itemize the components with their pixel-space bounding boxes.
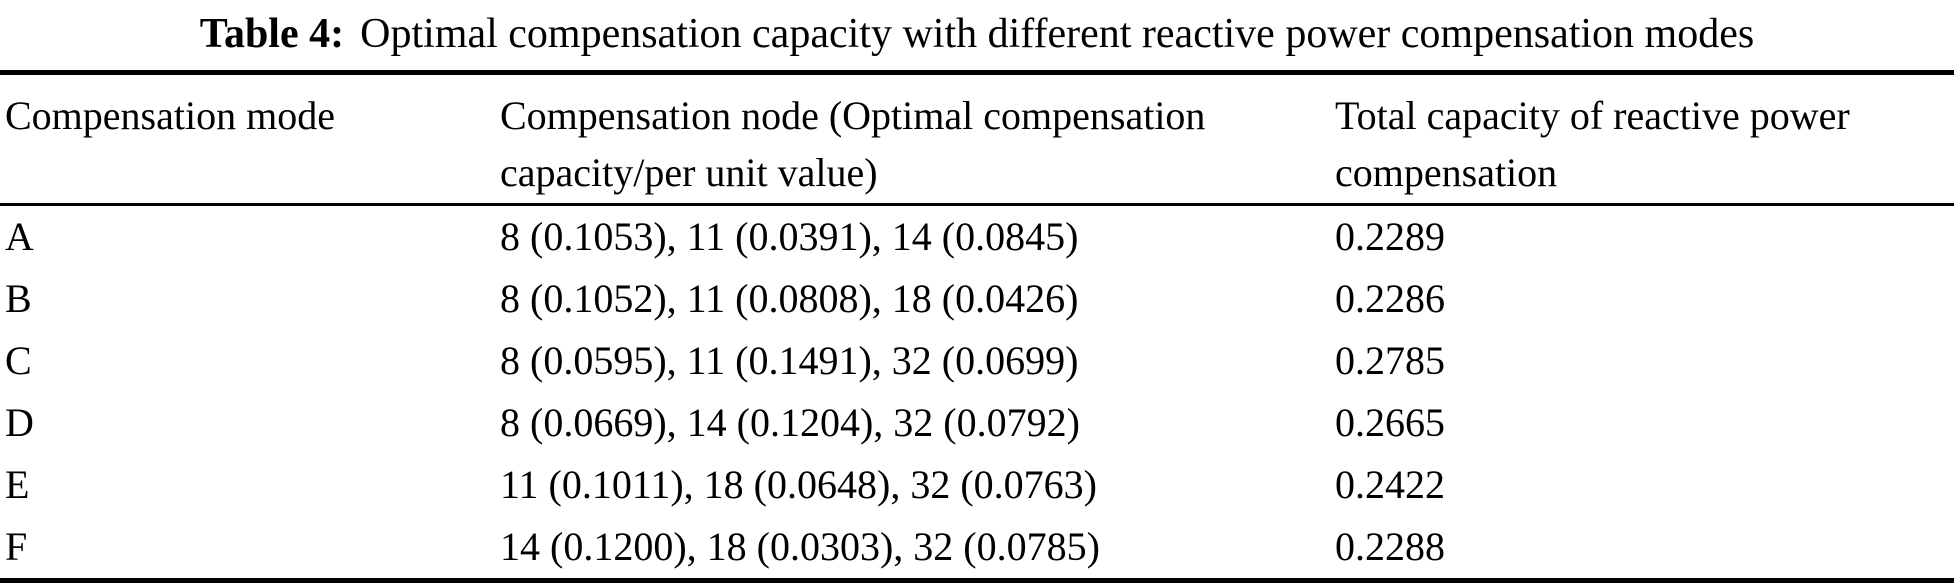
col-header-compensation-mode: Compensation mode: [5, 93, 335, 138]
nodes-cell: 8 (0.0669), 14 (0.1204), 32 (0.0792): [500, 400, 1080, 445]
table-row-b: B 8 (0.1052), 11 (0.0808), 18 (0.0426) 0…: [0, 268, 1954, 330]
nodes-cell: 8 (0.0595), 11 (0.1491), 32 (0.0699): [500, 338, 1079, 383]
table-row-a: A 8 (0.1053), 11 (0.0391), 14 (0.0845) 0…: [0, 205, 1954, 269]
col-header-total-capacity-text: Total capacity of reactive power compens…: [1335, 93, 1850, 195]
table-caption-text: Optimal compensation capacity with diffe…: [360, 11, 1755, 57]
total-cell: 0.2289: [1335, 214, 1445, 259]
mode-cell: C: [5, 338, 32, 383]
mode-cell: A: [5, 214, 34, 259]
table-caption: Table 4: Optimal compensation capacity wi…: [0, 0, 1954, 70]
table-row-e: E 11 (0.1011), 18 (0.0648), 32 (0.0763) …: [0, 454, 1954, 516]
total-cell: 0.2665: [1335, 400, 1445, 445]
table-row-d: D 8 (0.0669), 14 (0.1204), 32 (0.0792) 0…: [0, 392, 1954, 454]
compensation-table: Compensation mode Compensation node (Opt…: [0, 70, 1954, 583]
table-row-c: C 8 (0.0595), 11 (0.1491), 32 (0.0699) 0…: [0, 330, 1954, 392]
mode-cell: F: [5, 524, 28, 569]
nodes-cell: 11 (0.1011), 18 (0.0648), 32 (0.0763): [500, 462, 1097, 507]
mode-cell: B: [5, 276, 32, 321]
col-header-compensation-node: Compensation node (Optimal compensation …: [500, 73, 1335, 205]
col-header-compensation-node-text: Compensation node (Optimal compensation …: [500, 93, 1206, 195]
total-cell: 0.2286: [1335, 276, 1445, 321]
nodes-cell: 8 (0.1053), 11 (0.0391), 14 (0.0845): [500, 214, 1079, 259]
total-cell: 0.2785: [1335, 338, 1445, 383]
total-cell: 0.2422: [1335, 462, 1445, 507]
header-row: Compensation mode Compensation node (Opt…: [0, 73, 1954, 205]
nodes-cell: 14 (0.1200), 18 (0.0303), 32 (0.0785): [500, 524, 1100, 569]
nodes-cell: 8 (0.1052), 11 (0.0808), 18 (0.0426): [500, 276, 1079, 321]
col-header-total-capacity: Total capacity of reactive power compens…: [1335, 73, 1954, 205]
mode-cell: E: [5, 462, 30, 507]
total-cell: 0.2288: [1335, 524, 1445, 569]
table-row-f: F 14 (0.1200), 18 (0.0303), 32 (0.0785) …: [0, 516, 1954, 581]
mode-cell: D: [5, 400, 34, 445]
table-caption-label: Table 4:: [199, 11, 345, 57]
